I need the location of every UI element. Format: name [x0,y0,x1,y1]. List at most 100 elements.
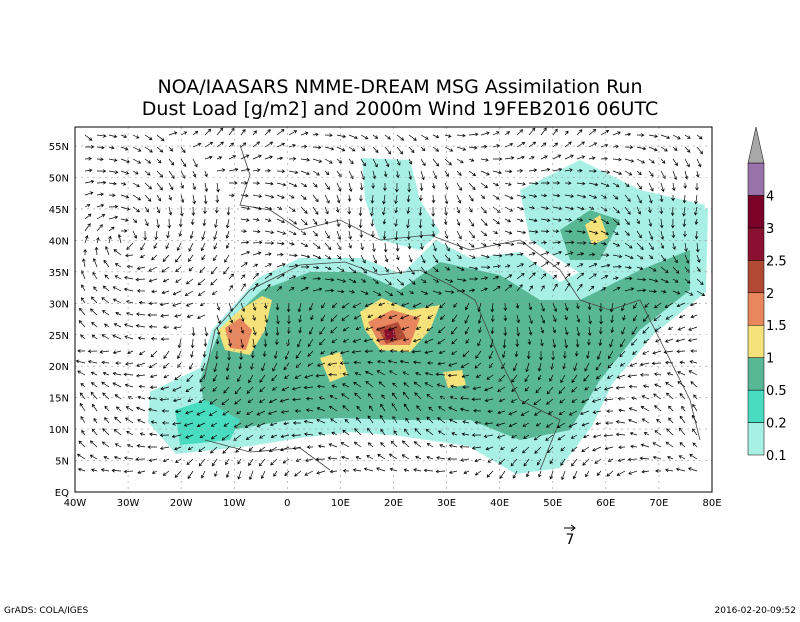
wind-arrow [540,285,545,292]
colorbar-segment [747,389,765,423]
wind-arrow [280,434,290,439]
wind-arrow [324,218,329,225]
wind-arrow [586,350,590,359]
wind-arrow [172,302,182,307]
wind-arrow [228,142,235,148]
wind-arrow [174,374,182,381]
wind-arrow [471,446,482,450]
wind-arrow [388,326,398,331]
wind-arrow [201,230,206,241]
wind-arrow [404,428,410,436]
lat-label: 45N [49,205,69,216]
wind-arrow [676,349,686,354]
wind-arrow [624,265,632,270]
wind-arrow [252,240,263,245]
wind-arrow [552,142,559,148]
wind-arrow [407,182,412,193]
wind-arrow [341,393,350,400]
wind-arrow [660,158,666,164]
wind-arrow [432,242,437,252]
wind-arrow [426,416,434,424]
wind-arrow [504,156,515,160]
wind-arrow [144,182,153,190]
wind-arrow [312,158,323,163]
wind-arrow [627,457,638,462]
dust-region [320,352,348,382]
wind-arrow [304,374,314,379]
wind-arrow [465,302,470,311]
wind-arrow [641,418,650,424]
wind-arrow [401,440,410,448]
wind-arrow [492,286,501,292]
wind-arrow [684,134,691,139]
wind-arrow [102,371,110,376]
wind-arrow [84,168,93,173]
wind-arrow [432,254,439,264]
wind-arrow [552,154,562,160]
wind-arrow [396,254,400,261]
lon-label: 40E [490,498,509,509]
wind-arrow [655,338,662,343]
wind-arrow [238,362,242,370]
wind-arrow [115,361,122,365]
wind-arrow [123,456,134,460]
wind-arrow [616,374,626,379]
wind-arrow [291,433,302,438]
wind-arrow [347,206,352,215]
wind-arrow [96,237,100,244]
wind-arrow [689,360,698,364]
wind-arrow [324,133,333,138]
wind-arrow [693,206,698,216]
wind-arrow [147,445,157,449]
wind-arrow [498,398,506,403]
wind-arrow [395,242,400,252]
wind-arrow [528,285,533,292]
wind-arrow [161,266,170,273]
wind-arrow [84,191,94,196]
wind-arrow [360,146,366,151]
wind-arrow [576,272,585,280]
wind-arrow [225,242,230,249]
wind-arrow [113,455,122,460]
wind-arrow [120,146,129,151]
wind-arrow [508,410,518,416]
wind-arrow [660,230,665,240]
wind-arrow [444,278,454,283]
lat-label: EQ [55,488,69,499]
wind-arrow [355,417,362,424]
wind-arrow [426,393,434,400]
wind-arrow [330,314,338,322]
wind-arrow [588,194,598,199]
wind-arrow [588,230,599,235]
wind-arrow [388,453,398,460]
wind-arrow [360,290,369,295]
wind-arrow [276,182,287,187]
wind-arrow [500,446,506,450]
wind-arrow [240,128,246,136]
wind-arrow [688,370,698,376]
wind-arrow [475,350,482,359]
wind-arrow [259,374,266,383]
wind-arrow [672,158,678,167]
wind-arrow [600,241,607,246]
wind-arrow [252,218,260,222]
wind-arrow [216,141,224,148]
wind-arrow [598,338,603,347]
wind-arrow [480,158,489,162]
wind-arrow [653,314,662,322]
wind-arrow [443,218,448,226]
wind-arrow [564,263,571,268]
wind-arrow [102,428,110,436]
wind-arrow [456,194,462,204]
wind-arrow [264,263,272,268]
wind-arrow [564,168,573,172]
wind-arrow [77,370,86,376]
wind-arrow [540,338,544,347]
wind-arrow [76,453,86,460]
wind-arrow [342,468,350,473]
wind-arrow [628,470,638,475]
colorbar-label: 0.2 [766,417,787,432]
wind-arrow [236,410,242,415]
wind-arrow [408,266,415,275]
wind-arrow [516,129,524,136]
